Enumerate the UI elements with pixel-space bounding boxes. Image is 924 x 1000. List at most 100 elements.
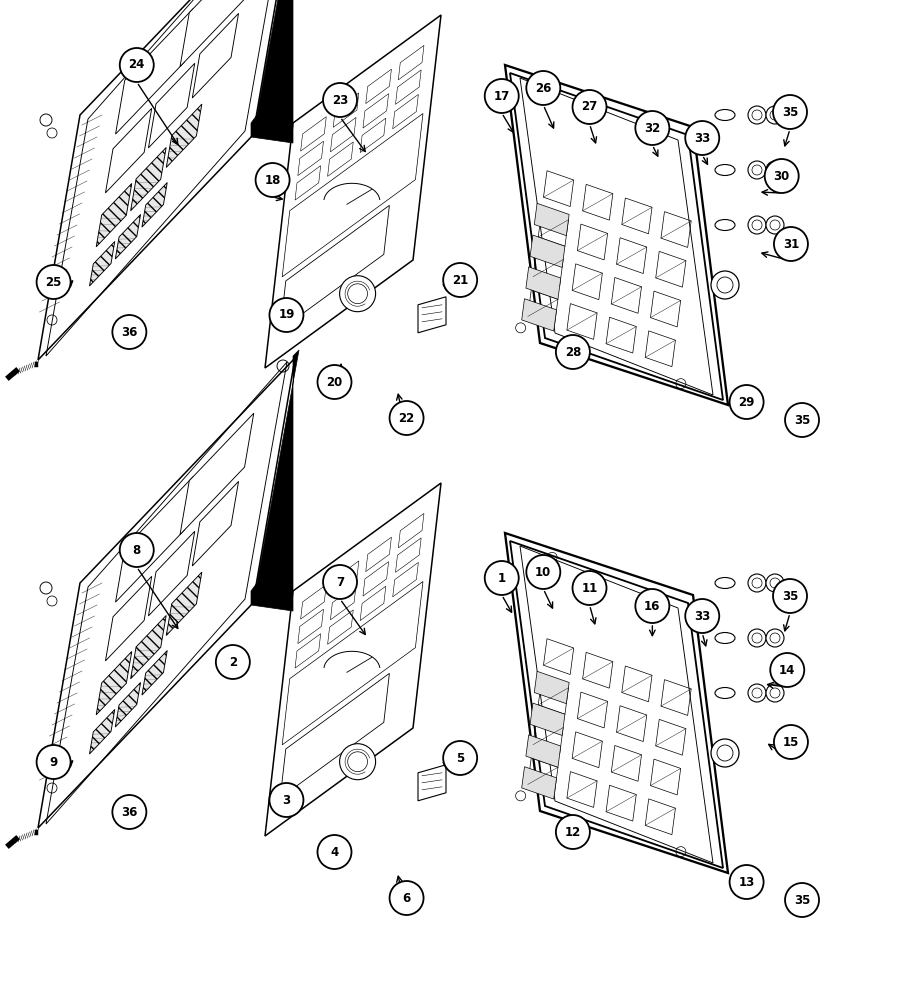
Text: 13: 13 xyxy=(738,876,755,888)
Text: 8: 8 xyxy=(133,544,140,556)
Circle shape xyxy=(711,271,739,299)
Text: 30: 30 xyxy=(773,169,790,182)
Polygon shape xyxy=(116,8,194,134)
Polygon shape xyxy=(522,299,556,331)
Circle shape xyxy=(216,645,249,679)
Circle shape xyxy=(256,163,289,197)
Text: 36: 36 xyxy=(121,326,138,338)
Circle shape xyxy=(323,565,357,599)
Text: 3: 3 xyxy=(283,794,290,806)
Circle shape xyxy=(773,579,807,613)
Text: 20: 20 xyxy=(326,375,343,388)
Text: 26: 26 xyxy=(535,82,552,95)
Text: 35: 35 xyxy=(782,105,798,118)
Text: 17: 17 xyxy=(493,90,510,103)
Circle shape xyxy=(340,744,375,780)
Text: 12: 12 xyxy=(565,826,581,838)
Text: 33: 33 xyxy=(694,131,711,144)
Circle shape xyxy=(120,533,153,567)
Text: 6: 6 xyxy=(403,892,410,904)
Text: 7: 7 xyxy=(336,576,344,588)
Polygon shape xyxy=(180,413,254,535)
Circle shape xyxy=(113,315,146,349)
Ellipse shape xyxy=(715,578,735,588)
Ellipse shape xyxy=(715,633,735,644)
Circle shape xyxy=(527,555,560,589)
Polygon shape xyxy=(534,203,569,236)
Polygon shape xyxy=(280,205,389,330)
Polygon shape xyxy=(418,765,446,801)
Polygon shape xyxy=(130,147,166,211)
Circle shape xyxy=(766,216,784,234)
Text: 10: 10 xyxy=(535,566,552,578)
Text: 1: 1 xyxy=(498,572,505,584)
Circle shape xyxy=(573,90,606,124)
Circle shape xyxy=(766,629,784,647)
Polygon shape xyxy=(116,476,194,602)
Text: 11: 11 xyxy=(581,582,598,594)
Polygon shape xyxy=(522,767,556,799)
Polygon shape xyxy=(510,73,723,400)
Polygon shape xyxy=(530,235,565,267)
Circle shape xyxy=(636,111,669,145)
Text: 32: 32 xyxy=(644,121,661,134)
Circle shape xyxy=(527,71,560,105)
Ellipse shape xyxy=(715,220,735,231)
Circle shape xyxy=(748,106,766,124)
Circle shape xyxy=(323,83,357,117)
Text: 29: 29 xyxy=(738,395,755,408)
Circle shape xyxy=(773,95,807,129)
Polygon shape xyxy=(90,241,115,286)
Circle shape xyxy=(785,883,819,917)
Circle shape xyxy=(120,48,153,82)
Text: 18: 18 xyxy=(264,174,281,186)
Polygon shape xyxy=(130,615,166,679)
Polygon shape xyxy=(105,108,152,193)
Circle shape xyxy=(766,106,784,124)
Polygon shape xyxy=(192,13,238,98)
Circle shape xyxy=(748,161,766,179)
Text: 28: 28 xyxy=(565,346,581,359)
Circle shape xyxy=(774,725,808,759)
Text: 24: 24 xyxy=(128,58,145,72)
Circle shape xyxy=(774,227,808,261)
Circle shape xyxy=(113,795,146,829)
Polygon shape xyxy=(142,651,167,695)
Text: 25: 25 xyxy=(45,275,62,288)
Text: 23: 23 xyxy=(332,94,348,106)
Circle shape xyxy=(573,571,606,605)
Circle shape xyxy=(766,161,784,179)
Polygon shape xyxy=(96,651,132,715)
Circle shape xyxy=(485,561,518,595)
Ellipse shape xyxy=(715,109,735,120)
Polygon shape xyxy=(38,358,295,828)
Polygon shape xyxy=(534,671,569,704)
Circle shape xyxy=(636,589,669,623)
Circle shape xyxy=(556,335,590,369)
Circle shape xyxy=(37,265,70,299)
Circle shape xyxy=(711,739,739,767)
Circle shape xyxy=(340,276,375,312)
Polygon shape xyxy=(251,0,299,143)
Text: 35: 35 xyxy=(794,414,810,426)
Text: 27: 27 xyxy=(581,101,598,113)
Polygon shape xyxy=(192,481,238,566)
Polygon shape xyxy=(38,0,295,360)
Circle shape xyxy=(390,401,423,435)
Ellipse shape xyxy=(715,164,735,176)
Polygon shape xyxy=(166,104,201,167)
Circle shape xyxy=(730,385,763,419)
Circle shape xyxy=(748,629,766,647)
Text: 31: 31 xyxy=(783,237,799,250)
Polygon shape xyxy=(180,0,254,67)
Text: 4: 4 xyxy=(331,846,338,858)
Circle shape xyxy=(686,599,719,633)
Polygon shape xyxy=(105,576,152,661)
Circle shape xyxy=(318,835,351,869)
Circle shape xyxy=(37,745,70,779)
Circle shape xyxy=(748,574,766,592)
Circle shape xyxy=(765,159,798,193)
Ellipse shape xyxy=(715,688,735,698)
Text: 14: 14 xyxy=(779,664,796,676)
Text: 33: 33 xyxy=(694,609,711,622)
